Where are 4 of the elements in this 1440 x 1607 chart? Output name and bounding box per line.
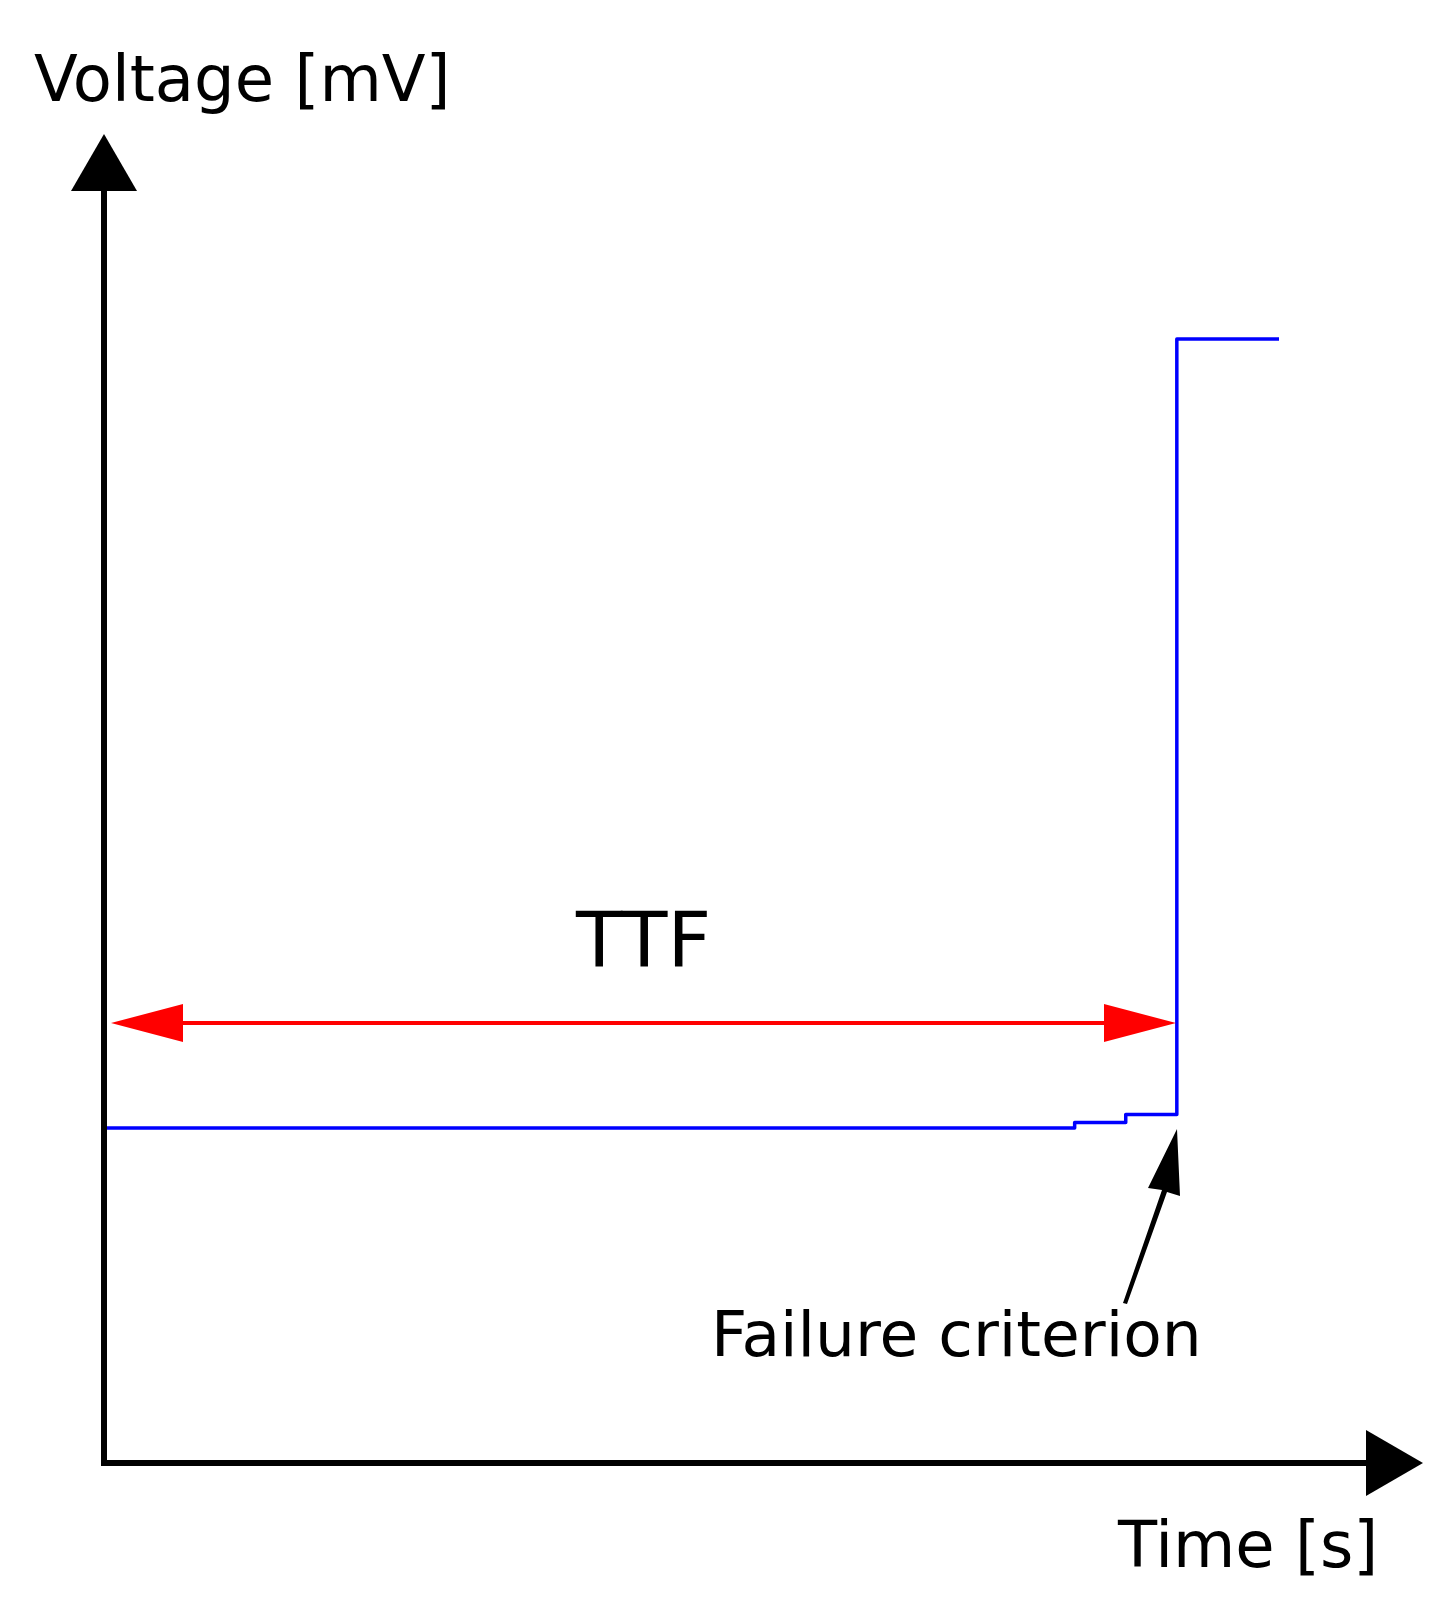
annotation: Failure criterion xyxy=(711,1298,1202,1371)
annotation: TTF xyxy=(576,896,712,985)
y-axis-title: Voltage [mV] xyxy=(34,42,451,116)
x-axis-title: Time [s] xyxy=(1118,1508,1379,1582)
